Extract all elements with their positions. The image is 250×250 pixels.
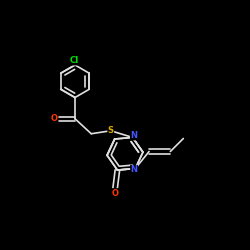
Text: N: N [130, 131, 137, 140]
Text: N: N [130, 165, 138, 174]
Text: Cl: Cl [69, 56, 78, 65]
Text: O: O [51, 114, 58, 123]
Text: O: O [112, 188, 118, 198]
Text: S: S [108, 126, 114, 135]
